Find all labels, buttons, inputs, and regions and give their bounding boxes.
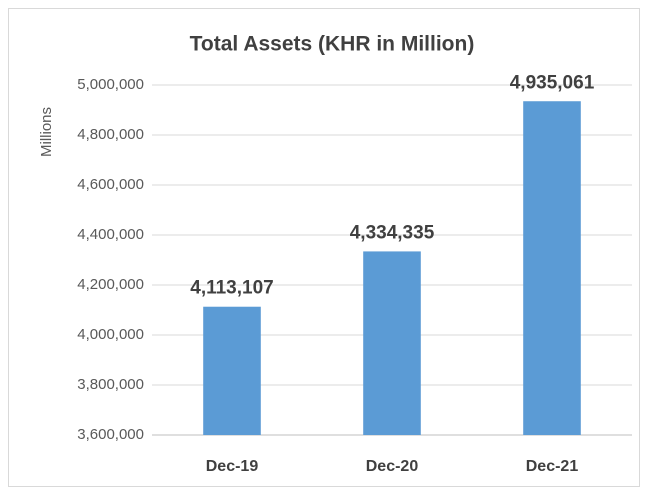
bar: [363, 251, 421, 435]
data-label: 4,334,335: [350, 222, 435, 243]
y-tick-label: 4,200,000: [77, 276, 144, 293]
x-tick-label: Dec-21: [526, 458, 579, 475]
x-tick-label: Dec-20: [366, 458, 419, 475]
y-axis-label: Millions: [38, 107, 55, 157]
y-tick-label: 3,600,000: [77, 426, 144, 443]
y-tick-label: 4,000,000: [77, 326, 144, 343]
data-label: 4,935,061: [510, 72, 595, 93]
data-label: 4,113,107: [190, 278, 273, 299]
y-tick-label: 4,600,000: [77, 176, 144, 193]
y-tick-label: 4,800,000: [77, 126, 144, 143]
chart-title: Total Assets (KHR in Million): [190, 33, 475, 56]
y-tick-label: 3,800,000: [77, 376, 144, 393]
bar: [203, 306, 261, 435]
bar: [523, 101, 581, 436]
x-tick-label: Dec-19: [206, 458, 259, 475]
y-tick-label: 5,000,000: [77, 76, 144, 93]
y-tick-label: 4,400,000: [77, 226, 144, 243]
